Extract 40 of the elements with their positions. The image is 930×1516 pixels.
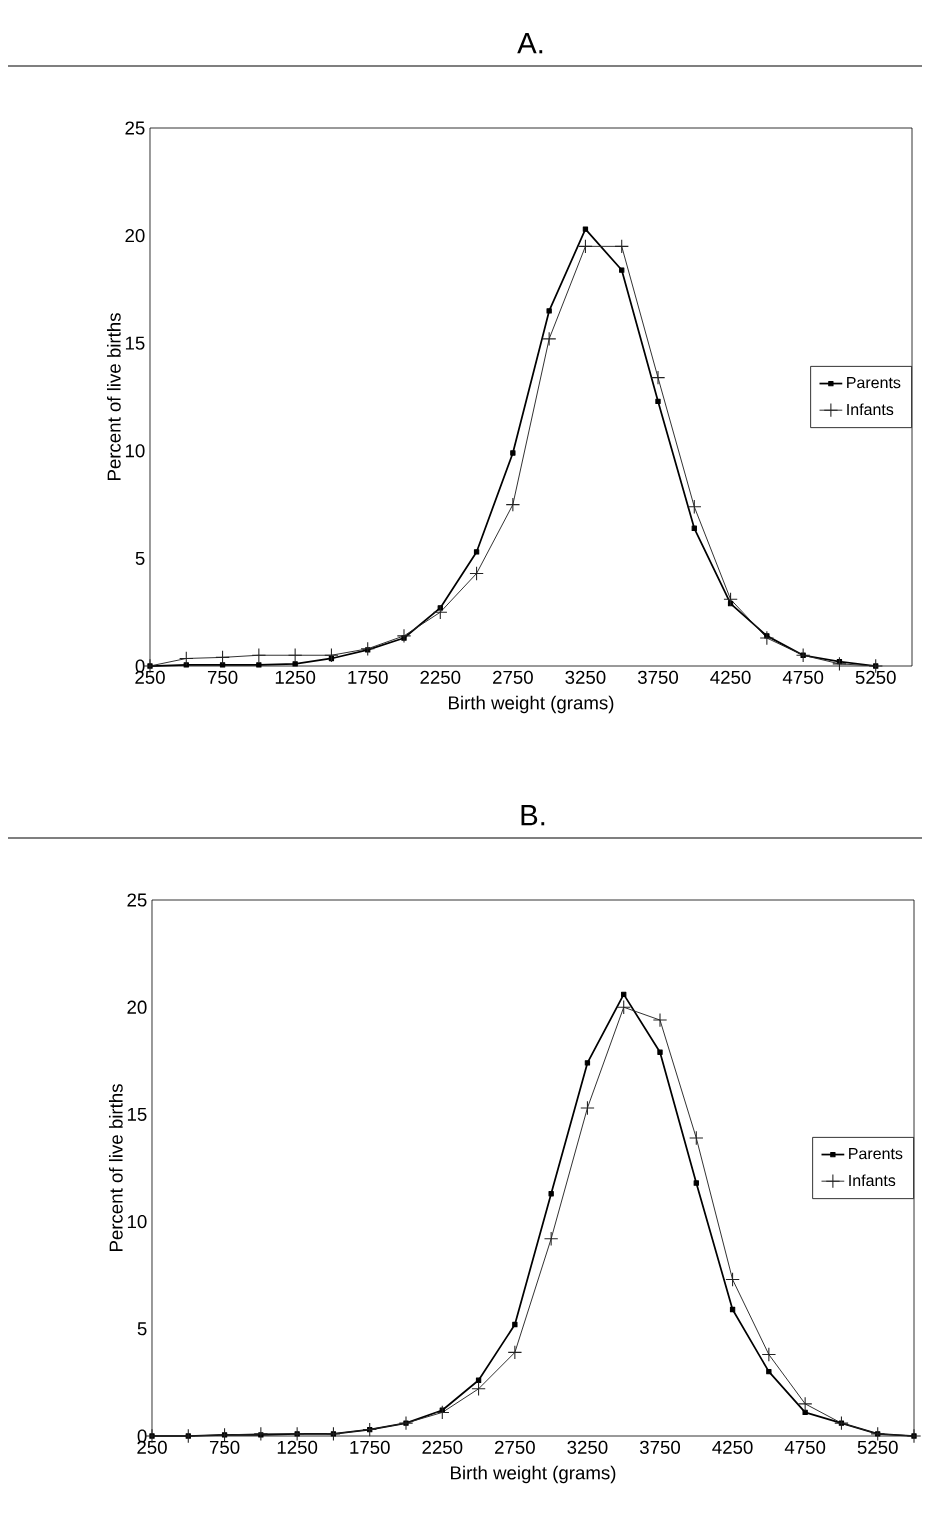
x-tick-label: 5250: [855, 670, 896, 684]
y-tick-label: 10: [127, 1214, 147, 1229]
y-axis-title: Percent of live births: [106, 313, 121, 481]
x-tick-label: 750: [209, 1440, 240, 1454]
x-tick-label: 1250: [277, 1440, 318, 1454]
x-tick-label: 2750: [495, 1440, 535, 1454]
x-axis-title: Birth weight (grams): [449, 695, 614, 714]
x-tick-label: 3250: [567, 1440, 608, 1454]
x-tick-label: 2750: [493, 670, 533, 684]
legend-label: Parents: [847, 377, 901, 389]
y-tick-label: 5: [135, 551, 145, 565]
x-tick-label: 1750: [348, 670, 388, 684]
y-axis-title: Percent of live births: [108, 1084, 123, 1252]
chart-title: B.: [521, 805, 545, 826]
x-tick-label: 1750: [350, 1440, 390, 1454]
x-tick-label: 4750: [782, 670, 824, 684]
chart-title: A.: [517, 33, 543, 54]
x-tick-label: 3750: [637, 670, 679, 684]
x-tick-label: 3750: [639, 1440, 681, 1454]
y-tick-label: 15: [127, 1107, 147, 1121]
legend-label: Infants: [849, 1174, 896, 1187]
y-tick-label: 15: [125, 336, 145, 350]
x-tick-label: 5250: [857, 1440, 898, 1454]
y-tick-label: 5: [137, 1322, 147, 1336]
x-tick-label: 2250: [422, 1440, 463, 1454]
y-tick-label: 25: [127, 893, 147, 907]
legend-label: Parents: [849, 1148, 903, 1160]
x-tick-label: 4250: [710, 670, 751, 684]
x-tick-label: 750: [207, 670, 238, 684]
x-tick-label: 4750: [784, 1440, 826, 1454]
x-tick-label: 4250: [712, 1440, 753, 1454]
y-tick-label: 25: [125, 121, 145, 135]
legend-label: Infants: [847, 403, 894, 416]
y-tick-label: 20: [125, 228, 145, 243]
x-axis-title: Birth weight (grams): [451, 1465, 616, 1484]
x-tick-label: 3250: [565, 670, 606, 684]
y-tick-label: 10: [125, 444, 145, 458]
x-tick-label: 2250: [420, 670, 461, 684]
x-tick-label: 1250: [275, 670, 316, 684]
y-tick-label: 20: [127, 1000, 147, 1014]
